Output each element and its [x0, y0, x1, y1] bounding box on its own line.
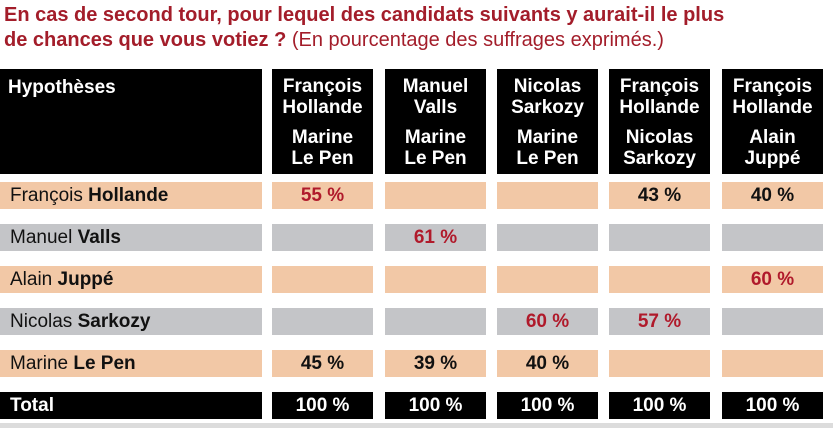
table-cell: 40 % — [722, 182, 823, 209]
table-cell: 39 % — [385, 350, 486, 377]
total-cell: 100 % — [272, 392, 373, 419]
table-cell: 60 % — [497, 308, 598, 335]
header-col-2: Manuel Valls Marine Le Pen — [385, 69, 486, 174]
table-cell — [722, 350, 823, 377]
row-label-lepen: Marine Le Pen — [0, 350, 262, 377]
row-label-first: Nicolas — [10, 311, 73, 332]
table-cell — [272, 224, 373, 251]
header-col-1: François Hollande Marine Le Pen — [272, 69, 373, 174]
header-col-3-a1: Nicolas — [513, 76, 582, 97]
total-label: Total — [0, 392, 262, 419]
header-col-5-a1: François — [732, 76, 813, 97]
table-cell — [497, 224, 598, 251]
table-cell: 55 % — [272, 182, 373, 209]
row-label-last: Le Pen — [73, 353, 136, 374]
header-col-3-b1: Marine — [516, 127, 579, 148]
title-note: (En pourcentage des suffrages exprimés.) — [286, 29, 664, 51]
total-cell: 100 % — [722, 392, 823, 419]
header-col-2-b1: Marine — [404, 127, 467, 148]
header-col-3: Nicolas Sarkozy Marine Le Pen — [497, 69, 598, 174]
row-label-valls: Manuel Valls — [0, 224, 262, 251]
table-cell — [497, 266, 598, 293]
page-title: En cas de second tour, pour lequel des c… — [4, 3, 829, 53]
row-label-juppe: Alain Juppé — [0, 266, 262, 293]
title-question: de chances que vous votiez ? — [4, 29, 287, 51]
table-cell — [609, 350, 710, 377]
table-cell — [272, 266, 373, 293]
header-col-5-b2: Juppé — [744, 148, 801, 169]
row-label-hollande: François Hollande — [0, 182, 262, 209]
header-col-1-a2: Hollande — [282, 97, 363, 118]
header-hypotheses-label: Hypothèses — [8, 77, 116, 98]
table-cell: 61 % — [385, 224, 486, 251]
header-col-3-b2: Le Pen — [516, 148, 579, 169]
table-cell: 45 % — [272, 350, 373, 377]
row-label-last: Sarkozy — [77, 311, 151, 332]
row-label-last: Hollande — [88, 185, 169, 206]
header-col-2-b2: Le Pen — [404, 148, 467, 169]
row-label-first: Manuel — [10, 227, 73, 248]
table-cell — [722, 224, 823, 251]
table-cell: 60 % — [722, 266, 823, 293]
total-cell: 100 % — [385, 392, 486, 419]
row-label-last: Juppé — [57, 269, 114, 290]
total-cell: 100 % — [497, 392, 598, 419]
row-label-first: Alain — [10, 269, 53, 290]
row-label-last: Valls — [77, 227, 121, 248]
table-cell — [385, 182, 486, 209]
table-cell: 43 % — [609, 182, 710, 209]
header-col-5-b1: Alain — [749, 127, 796, 148]
table-cell — [385, 266, 486, 293]
bottom-divider — [0, 423, 833, 428]
header-col-1-b2: Le Pen — [291, 148, 354, 169]
row-label-first: François — [10, 185, 83, 206]
row-label-sarkozy: Nicolas Sarkozy — [0, 308, 262, 335]
header-col-4-a2: Hollande — [619, 97, 700, 118]
header-hypotheses: Hypothèses — [0, 69, 262, 174]
table-cell — [609, 224, 710, 251]
header-col-2-a1: Manuel — [402, 76, 469, 97]
header-col-4-b1: Nicolas — [625, 127, 694, 148]
table-cell — [497, 182, 598, 209]
header-col-4-b2: Sarkozy — [623, 148, 696, 169]
header-col-4-a1: François — [619, 76, 700, 97]
table-cell — [609, 266, 710, 293]
header-col-1-b1: Marine — [291, 127, 354, 148]
header-col-4: François Hollande Nicolas Sarkozy — [609, 69, 710, 174]
table-cell: 57 % — [609, 308, 710, 335]
header-col-5: François Hollande Alain Juppé — [722, 69, 823, 174]
total-cell: 100 % — [609, 392, 710, 419]
header-col-2-a2: Valls — [413, 97, 458, 118]
row-label-first: Marine — [10, 353, 69, 374]
header-col-1-a1: François — [282, 76, 363, 97]
header-col-5-a2: Hollande — [732, 97, 813, 118]
header-col-3-a2: Sarkozy — [511, 97, 584, 118]
table-cell — [385, 308, 486, 335]
title-line-1: En cas de second tour, pour lequel des c… — [4, 4, 725, 26]
table-cell: 40 % — [497, 350, 598, 377]
table-cell — [722, 308, 823, 335]
table-cell — [272, 308, 373, 335]
title-line-2: de chances que vous votiez ? (En pourcen… — [4, 28, 829, 53]
